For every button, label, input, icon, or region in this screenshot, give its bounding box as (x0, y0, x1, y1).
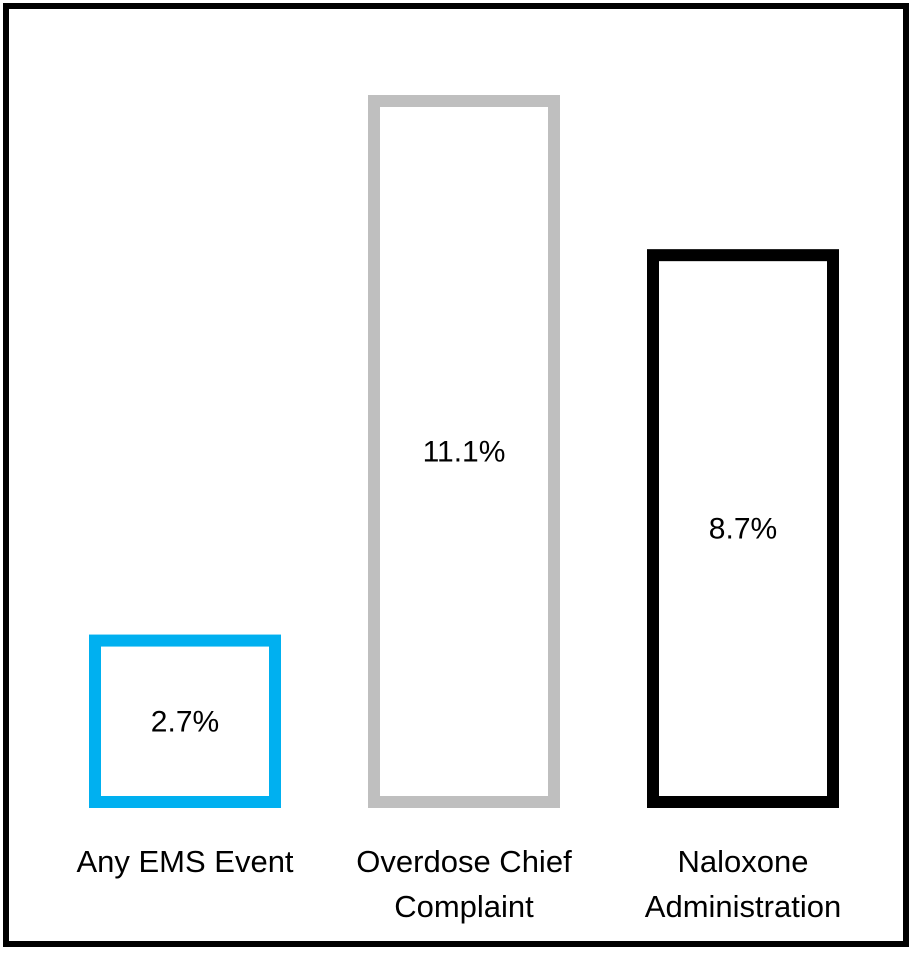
bar-value-label: 2.7% (151, 705, 219, 738)
bar-value-label: 8.7% (709, 513, 777, 546)
category-label: Naloxone (678, 844, 809, 879)
bar-3 (647, 249, 839, 808)
bar-1 (89, 634, 281, 808)
category-label: Any EMS Event (76, 844, 293, 879)
bar-2 (368, 95, 560, 808)
category-label: Administration (645, 889, 841, 924)
category-label: Overdose Chief (356, 844, 572, 879)
labels-layer: 2.7% Any EMS Event 11.1% Overdose Chief Comp… (76, 436, 841, 925)
bar-value-label: 11.1% (423, 436, 506, 469)
chart-border (3, 3, 909, 947)
category-label: Complaint (394, 889, 534, 924)
bars-layer (89, 95, 839, 808)
